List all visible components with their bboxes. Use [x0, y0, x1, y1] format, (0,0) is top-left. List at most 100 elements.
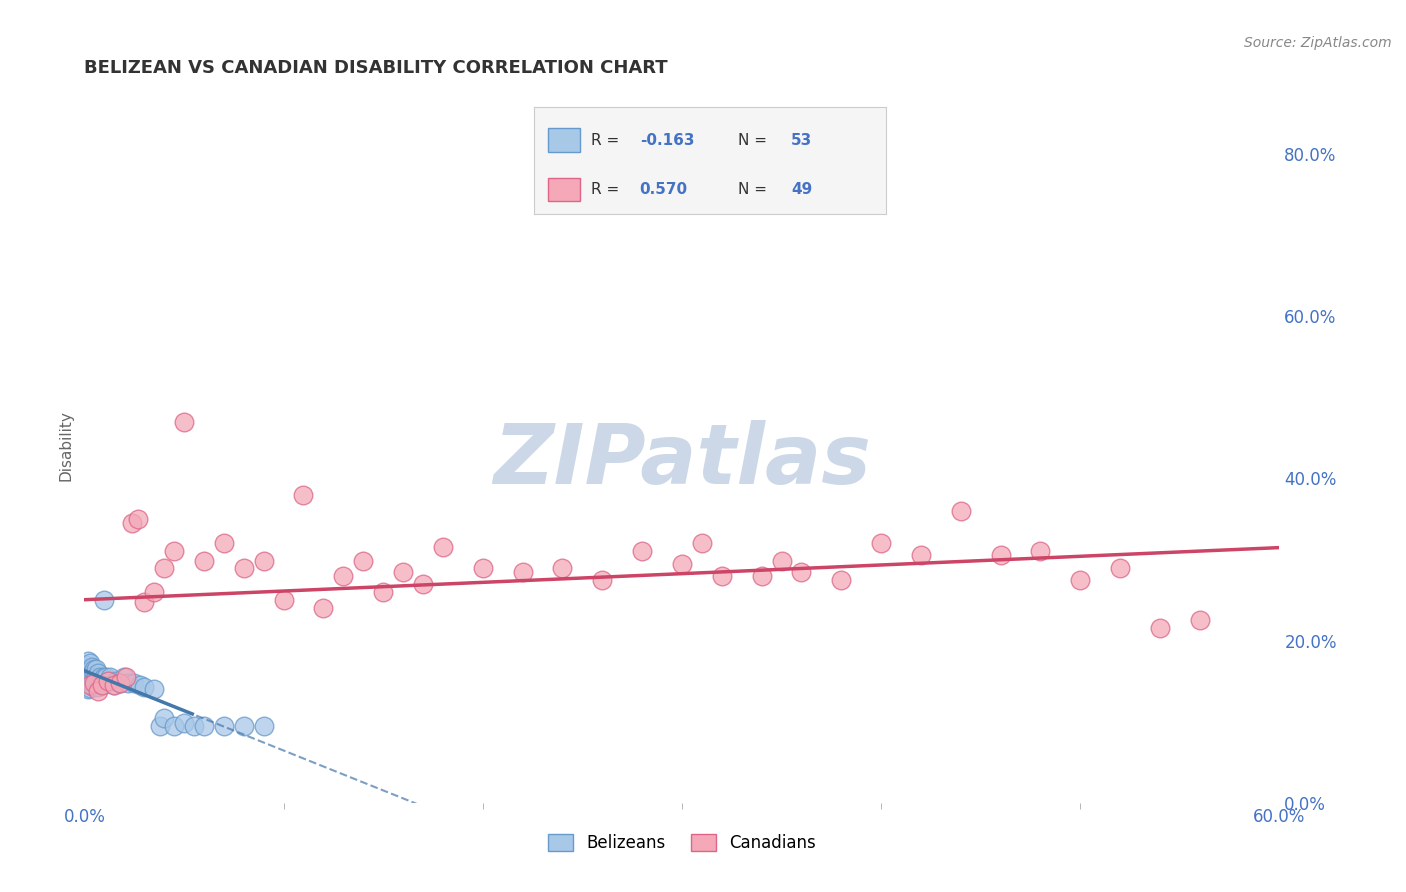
FancyBboxPatch shape: [548, 178, 581, 202]
Legend: Belizeans, Canadians: Belizeans, Canadians: [541, 827, 823, 859]
Point: [91, 678, 114, 692]
Point: [412, 577, 434, 591]
Point: [110, 675, 132, 690]
Point: [990, 549, 1012, 563]
Text: Source: ZipAtlas.com: Source: ZipAtlas.com: [1244, 36, 1392, 50]
Point: [193, 719, 215, 733]
Point: [87, 666, 110, 681]
Point: [373, 585, 395, 599]
Point: [82, 666, 104, 681]
Text: ZIPatlas: ZIPatlas: [494, 420, 870, 500]
Point: [143, 682, 166, 697]
Point: [83, 662, 105, 676]
Point: [332, 568, 354, 582]
Point: [1149, 622, 1171, 636]
Text: R =: R =: [591, 182, 624, 197]
Point: [1188, 613, 1211, 627]
Point: [132, 680, 156, 694]
Point: [91, 678, 114, 692]
Point: [89, 670, 111, 684]
Point: [127, 512, 149, 526]
Text: R =: R =: [591, 133, 624, 148]
Point: [870, 536, 893, 550]
Point: [97, 674, 120, 689]
Point: [212, 536, 235, 550]
Point: [751, 568, 773, 582]
Point: [173, 415, 195, 429]
Point: [910, 549, 932, 563]
Point: [117, 675, 139, 690]
Point: [830, 573, 852, 587]
Point: [77, 675, 100, 690]
Point: [93, 670, 115, 684]
Point: [82, 659, 104, 673]
Point: [79, 674, 101, 689]
Point: [770, 554, 793, 568]
Point: [232, 719, 254, 733]
Point: [82, 670, 104, 684]
Point: [89, 676, 111, 690]
Point: [112, 670, 135, 684]
Point: [183, 719, 205, 733]
Point: [77, 682, 100, 697]
Point: [87, 684, 110, 698]
Point: [93, 593, 115, 607]
Text: 53: 53: [790, 133, 813, 148]
Point: [173, 716, 195, 731]
Point: [96, 670, 118, 684]
Point: [1029, 544, 1052, 558]
Point: [83, 680, 105, 694]
Point: [77, 654, 100, 668]
Point: [153, 560, 176, 574]
Point: [87, 673, 110, 687]
Point: [212, 719, 235, 733]
Point: [86, 675, 108, 690]
Point: [1069, 573, 1091, 587]
Point: [253, 554, 276, 568]
FancyBboxPatch shape: [548, 128, 581, 152]
Text: 0.570: 0.570: [640, 182, 688, 197]
Point: [83, 673, 105, 687]
Point: [75, 666, 97, 681]
Point: [143, 585, 166, 599]
Text: N =: N =: [738, 182, 772, 197]
Point: [512, 565, 534, 579]
Text: N =: N =: [738, 133, 772, 148]
Point: [77, 670, 100, 684]
Point: [79, 681, 101, 695]
Point: [103, 678, 125, 692]
Point: [87, 680, 110, 694]
Point: [232, 560, 254, 574]
Point: [97, 674, 120, 689]
Point: [79, 657, 101, 671]
Point: [392, 565, 415, 579]
Point: [121, 516, 143, 530]
Point: [292, 488, 315, 502]
Text: BELIZEAN VS CANADIAN DISABILITY CORRELATION CHART: BELIZEAN VS CANADIAN DISABILITY CORRELAT…: [84, 59, 668, 77]
Point: [193, 554, 215, 568]
Point: [110, 675, 132, 690]
Point: [710, 568, 733, 582]
Point: [273, 593, 295, 607]
Point: [122, 675, 145, 690]
Point: [115, 670, 138, 684]
Point: [591, 573, 613, 587]
Point: [103, 678, 125, 692]
Point: [83, 675, 105, 690]
Point: [949, 504, 972, 518]
Text: -0.163: -0.163: [640, 133, 695, 148]
Point: [105, 674, 128, 689]
Point: [129, 678, 152, 692]
Point: [82, 678, 104, 692]
Point: [163, 544, 186, 558]
Point: [352, 554, 374, 568]
Point: [253, 719, 276, 733]
Point: [86, 670, 108, 684]
Point: [91, 673, 114, 687]
Point: [471, 560, 494, 574]
Point: [551, 560, 574, 574]
Point: [1109, 560, 1132, 574]
Point: [149, 719, 172, 733]
Point: [790, 565, 813, 579]
Point: [86, 662, 108, 676]
